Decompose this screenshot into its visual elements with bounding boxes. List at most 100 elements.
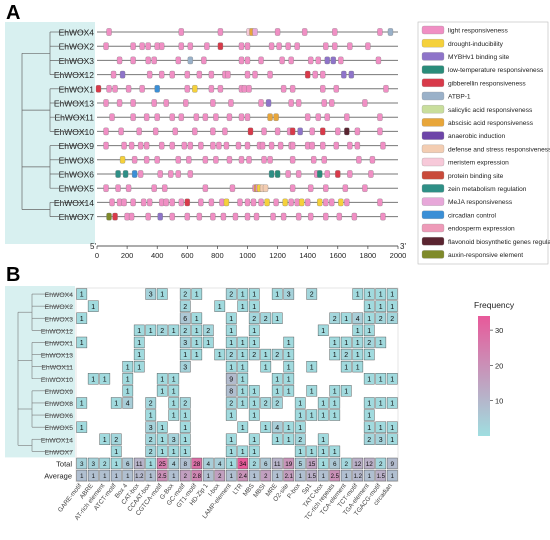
cell-value: 1 — [390, 292, 394, 299]
cell-value: 1 — [206, 340, 210, 347]
heatmap-cell — [99, 433, 111, 445]
average-value: 1 — [115, 474, 119, 480]
heatmap-cell — [248, 385, 260, 397]
heatmap-cell — [317, 409, 329, 421]
gene-label: EhWOX7 — [59, 212, 95, 222]
cis-element-mark — [144, 113, 150, 121]
legend-label: drought-inducibility — [448, 41, 504, 48]
average-value: 1 — [92, 474, 96, 480]
cis-element-mark — [147, 70, 153, 79]
total-value: 12 — [366, 461, 374, 468]
cis-element-mark — [329, 198, 335, 207]
heatmap-cell — [76, 288, 88, 300]
heatmap-cell — [168, 324, 180, 337]
cis-element-mark — [110, 70, 117, 79]
cell-value: 3 — [183, 364, 187, 371]
average-cell — [202, 469, 214, 482]
cell-value: 2 — [149, 401, 153, 408]
cell-value: 1 — [356, 352, 360, 359]
cell-value: 1 — [229, 413, 233, 420]
legend-swatch — [421, 65, 445, 74]
total-cell — [156, 457, 168, 470]
cell-value: 1 — [183, 352, 187, 359]
heatmap-cell — [375, 312, 387, 324]
cell-value: 1 — [298, 425, 302, 432]
cell-value: 8 — [229, 388, 233, 395]
cis-element-mark — [237, 198, 243, 207]
gene-label: EhWOX2 — [59, 42, 95, 52]
legend-label: meristem expression — [448, 160, 509, 167]
cell-value: 1 — [379, 401, 383, 408]
heatmap-cell — [352, 336, 364, 349]
heatmap-cell — [225, 445, 237, 457]
total-value: 11 — [274, 461, 281, 468]
heatmap-cell — [248, 409, 260, 421]
cell-value: 1 — [310, 388, 314, 395]
heatmap-cell — [283, 360, 295, 373]
colorbar — [478, 316, 490, 436]
legend-swatch — [421, 39, 445, 48]
heatmap-cell — [168, 433, 180, 445]
cis-element-mark — [259, 141, 266, 150]
cell-value: 1 — [367, 292, 371, 299]
cell-value: 1 — [333, 413, 337, 420]
cis-element-mark — [296, 170, 302, 178]
heatmap-cell — [76, 336, 88, 349]
heatmap-cell — [363, 312, 375, 324]
cis-element-mark — [329, 99, 335, 107]
heatmap-cell — [363, 373, 375, 385]
heatmap-cell — [317, 397, 329, 409]
average-cell — [283, 469, 295, 482]
cell-value: 2 — [298, 437, 302, 444]
cis-element-mark — [250, 198, 257, 207]
cis-element-mark — [377, 198, 383, 207]
average-value: 1 — [149, 474, 153, 480]
total-cell — [375, 457, 387, 470]
legend-swatch — [421, 52, 445, 61]
cis-element-mark — [351, 212, 358, 221]
cis-element-mark — [223, 141, 230, 150]
cell-value: 3 — [149, 425, 153, 432]
cis-element-mark — [115, 170, 121, 178]
row-label: EhWOX2 — [45, 304, 74, 311]
cis-element-mark — [159, 42, 165, 50]
cis-element-mark — [186, 156, 192, 164]
total-value: 2 — [252, 461, 256, 468]
average-value: 1.2 — [135, 474, 144, 480]
total-row-label: Total — [56, 459, 72, 468]
cis-element-mark — [288, 99, 294, 107]
cell-value: 1 — [356, 328, 360, 335]
average-cell — [145, 469, 157, 482]
cis-element-mark — [208, 70, 215, 79]
cis-element-mark — [145, 212, 151, 221]
total-value: 2 — [103, 461, 107, 468]
cell-value: 1 — [344, 340, 348, 347]
cis-element-mark — [302, 28, 308, 36]
cell-value: 1 — [195, 340, 199, 347]
cis-element-mark — [220, 212, 227, 221]
cell-value: 1 — [126, 376, 130, 383]
total-cell — [306, 457, 318, 470]
cell-value: 1 — [137, 364, 141, 371]
heatmap-cell — [260, 397, 272, 409]
panel-b-tree-background — [5, 286, 75, 458]
cis-element-mark — [144, 156, 150, 164]
cis-element-mark — [279, 56, 285, 65]
cell-value: 2 — [229, 401, 233, 408]
gene-label: EhWOX8 — [59, 155, 95, 165]
heatmap-cell — [329, 312, 341, 324]
cis-element-mark — [309, 141, 315, 150]
cis-element-mark — [348, 70, 354, 79]
cell-value: 1 — [218, 352, 222, 359]
total-cell — [179, 457, 191, 470]
heatmap-cell — [271, 348, 283, 361]
cell-value: 1 — [321, 328, 325, 335]
cis-element-mark — [118, 127, 124, 136]
cell-value: 9 — [229, 376, 233, 383]
heatmap-cell — [363, 288, 375, 300]
cell-value: 2 — [379, 316, 383, 323]
heatmap-cell — [386, 433, 398, 445]
heatmap-cell — [260, 348, 272, 361]
average-cell — [352, 469, 364, 482]
average-value: 1.5 — [308, 474, 317, 480]
